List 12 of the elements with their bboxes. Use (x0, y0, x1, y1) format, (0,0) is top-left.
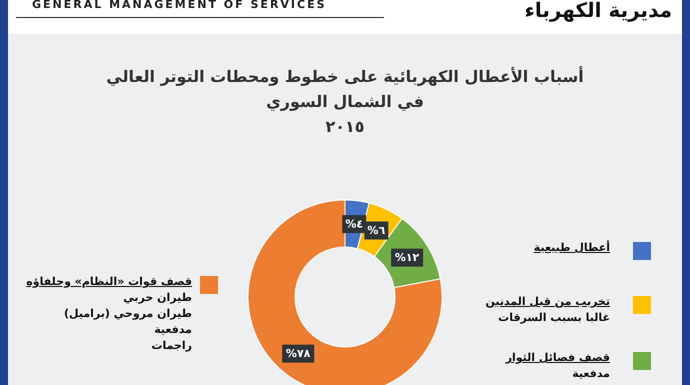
text: GENERAL MANAGEMENT OF SERVICES (32, 0, 327, 11)
data-label: %٦ (367, 224, 386, 237)
chart-title: أسباب الأعطال الكهربائية على خطوط ومحطات التوتر العالي في الشمال السوري (105, 65, 585, 113)
chart-subtitle: ٢٠١٥ (324, 116, 366, 138)
legend-label: قصف فصائل الثوار مدفعية (506, 350, 610, 382)
legend-label: أعطال طبيعية (534, 240, 610, 256)
data-label: %٧٨ (286, 347, 311, 360)
data-label: %٤ (345, 218, 364, 231)
legend-label: قصف قوات «النظام» وحلفاؤه طيران حربي طيران مروحي (براميل) مدفعية راجمات (26, 274, 192, 354)
text: مديرية الكهرباء (524, 0, 672, 22)
data-label: %١٢ (394, 251, 420, 264)
legend-label: تخريب من قبل المدنين غالبا بسبب السرقات (485, 294, 610, 326)
